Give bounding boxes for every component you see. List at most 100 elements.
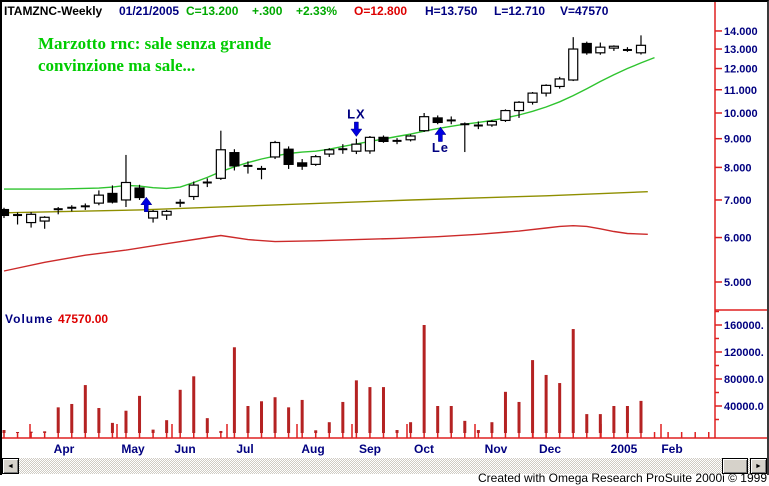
candle <box>134 184 145 200</box>
candle <box>53 207 63 215</box>
volume-bar <box>612 406 616 433</box>
month-label: Jul <box>236 442 253 456</box>
volume-bar <box>381 387 385 433</box>
net-change: +.300 <box>252 4 283 18</box>
volume-bar <box>29 431 33 433</box>
scroll-left-button[interactable]: ◄ <box>2 458 19 474</box>
volume-pane-value: 47570.00 <box>58 312 109 326</box>
volume-value: V=47570 <box>560 4 609 18</box>
month-label: Feb <box>661 442 682 456</box>
candle <box>147 209 159 223</box>
month-label: Sep <box>359 442 381 456</box>
candle <box>229 149 240 171</box>
price-tick-label: 6.000 <box>724 233 752 245</box>
volume-pane-label: Volume <box>5 312 54 326</box>
buy-arrow-icon <box>434 126 447 142</box>
candle <box>608 45 619 51</box>
candle <box>257 165 267 180</box>
price-tick-label: 9.000 <box>724 134 752 146</box>
axes: 14.000 13.000 12.000 11.000 10.000 9.000 8.000… <box>2 2 767 456</box>
volume-bar <box>124 410 128 433</box>
month-label: Aug <box>301 442 324 456</box>
candle <box>67 205 77 212</box>
candle <box>215 130 226 180</box>
volume-bar <box>273 397 277 433</box>
analyst-note-line2: convinzione ma sale... <box>38 56 196 75</box>
chart-canvas: 14.000 13.000 12.000 11.000 10.000 9.000 8.000… <box>0 2 767 456</box>
ma-fast-green <box>4 56 655 190</box>
volume-bar <box>178 389 182 433</box>
signal-label-le: Le <box>432 140 449 155</box>
volume-bar <box>558 383 562 433</box>
horizontal-scrollbar[interactable]: ◄ ► <box>2 458 767 474</box>
candle <box>338 144 348 154</box>
volume-bar <box>639 400 643 433</box>
candle <box>595 42 606 55</box>
volume-bar <box>517 401 521 433</box>
month-label: Dec <box>539 442 561 456</box>
scroll-right-button[interactable]: ► <box>750 458 767 474</box>
high-value: H=13.750 <box>425 4 478 18</box>
candle <box>202 178 212 188</box>
candle <box>175 199 185 208</box>
candle <box>188 181 199 200</box>
candle <box>324 148 335 157</box>
candle <box>500 109 511 122</box>
candle <box>378 135 389 143</box>
candle <box>351 138 362 155</box>
overlay-lines <box>3 56 655 272</box>
sell-arrow-icon <box>350 121 363 137</box>
candle <box>446 116 456 125</box>
candle <box>120 154 132 208</box>
price-tick-label: 10.000 <box>724 108 758 120</box>
candle <box>93 190 104 206</box>
month-label: Nov <box>485 442 508 456</box>
buy-arrow-icon <box>140 196 153 212</box>
candle <box>161 209 172 220</box>
volume-bar <box>246 406 250 433</box>
candle <box>541 84 552 97</box>
candle <box>635 35 647 55</box>
volume-bar <box>571 329 575 433</box>
volume-bar <box>476 430 480 433</box>
scroll-right-icon: ► <box>755 462 762 470</box>
volume-bar <box>598 414 602 433</box>
volume-bar <box>300 399 304 433</box>
volume-bar <box>409 422 413 433</box>
candle <box>432 115 443 125</box>
volume-bar <box>43 431 47 433</box>
price-tick-label: 12.000 <box>724 64 758 76</box>
volume-bar <box>287 407 291 433</box>
candle <box>581 41 592 55</box>
month-label: Oct <box>414 442 434 456</box>
volume-bars <box>2 325 643 433</box>
volume-bar <box>354 380 358 433</box>
volume-bar <box>341 401 345 433</box>
candle <box>513 101 525 118</box>
volume-bar <box>97 408 101 433</box>
symbol-label: ITAMZNC-Weekly <box>4 4 103 18</box>
volume-bar <box>395 430 399 433</box>
price-tick-label: 13.000 <box>724 44 758 56</box>
scrollbar-thumb[interactable] <box>722 458 748 474</box>
volume-bar <box>232 347 236 433</box>
candle <box>473 121 483 130</box>
volume-bar <box>83 385 87 433</box>
volume-bar <box>422 325 426 433</box>
volume-bar <box>503 391 507 433</box>
price-tick-label: 8.000 <box>724 162 752 174</box>
candle <box>297 159 308 170</box>
candle <box>392 138 402 145</box>
candle <box>39 216 50 229</box>
candle <box>243 161 253 174</box>
price-tick-label: 11.000 <box>724 85 757 97</box>
ma-long-red <box>3 224 648 272</box>
candle <box>527 91 538 105</box>
volume-bar <box>219 430 223 433</box>
volume-bar <box>151 429 155 433</box>
volume-bar <box>165 420 169 433</box>
volume-bar <box>16 431 20 433</box>
candle <box>364 135 376 154</box>
candle <box>310 154 321 166</box>
